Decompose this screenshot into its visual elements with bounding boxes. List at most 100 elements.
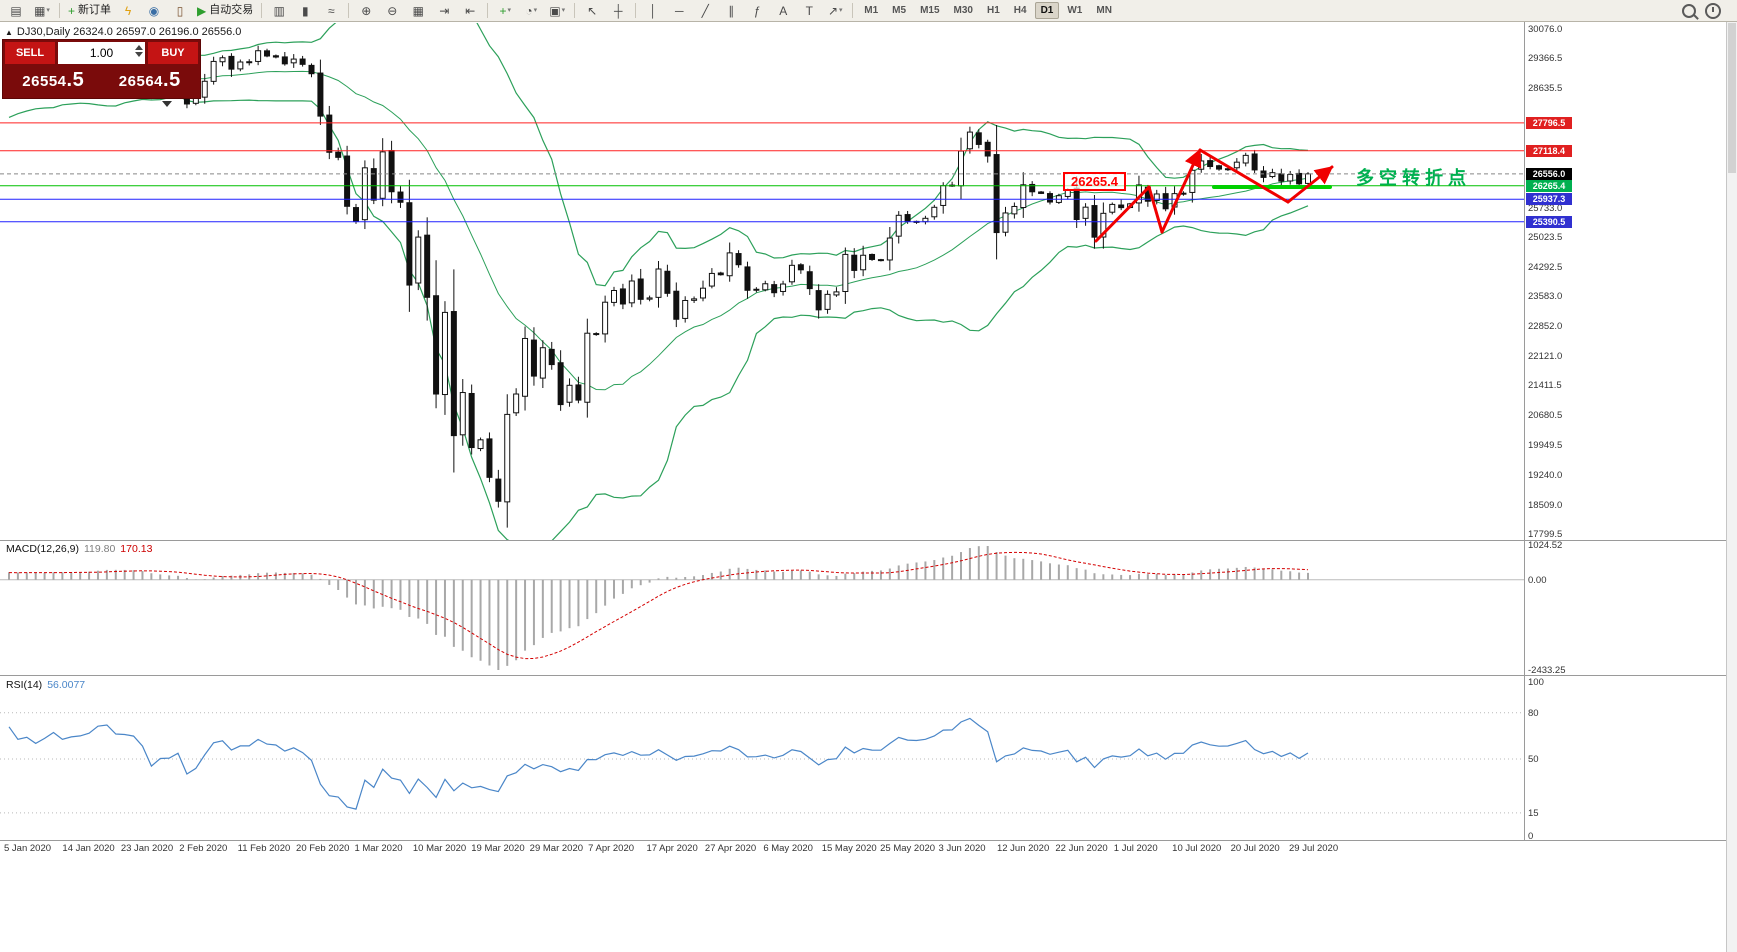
- bar-chart-icon: ▥: [273, 3, 285, 18]
- caret-down-icon: ▾: [561, 7, 566, 14]
- periods-icon: ◔: [525, 3, 533, 18]
- new-chart-icon: ▤: [10, 3, 22, 18]
- auto-trading-icon: ▶: [197, 3, 207, 18]
- zoom-out-icon[interactable]: ⊖: [380, 1, 404, 21]
- chart-shift-icon: ⇤: [465, 3, 476, 18]
- fibonacci-icon[interactable]: ƒ: [745, 1, 769, 21]
- zigzag-arrow: [1160, 148, 1202, 234]
- candlestick-chart-icon[interactable]: ▮: [293, 1, 317, 21]
- timeframe-h1[interactable]: H1: [986, 5, 1000, 16]
- arrows-icon[interactable]: ↗ ▾: [823, 1, 847, 21]
- buy-price: 26564.5: [102, 69, 199, 92]
- rsi-panel-layer: [0, 712, 1524, 814]
- text-icon[interactable]: A: [771, 1, 795, 21]
- panel-collapse-icon[interactable]: [162, 101, 172, 107]
- new-order-button[interactable]: + 新订单: [65, 1, 114, 21]
- buy-price-pip: .5: [163, 68, 181, 91]
- caret-down-icon: ▾: [533, 7, 538, 14]
- volume-input[interactable]: 1.00: [58, 42, 145, 64]
- label-icon[interactable]: T: [797, 1, 821, 21]
- clock-icon[interactable]: [1705, 3, 1721, 19]
- rsi-name: RSI(14): [6, 679, 43, 691]
- horizontal-line-icon[interactable]: ─: [667, 1, 691, 21]
- toolbar-separator: [261, 3, 263, 18]
- indicators-icon[interactable]: + ▾: [493, 1, 517, 21]
- indicators-icon: +: [499, 3, 507, 18]
- scrollbar-thumb[interactable]: [1728, 23, 1736, 173]
- toolbar-separator: [852, 3, 854, 18]
- panel-separators: [0, 22, 1726, 841]
- rsi-value: 56.0077: [47, 679, 86, 691]
- volume-spinner[interactable]: [135, 45, 143, 57]
- collapse-panel-icon[interactable]: ▲: [5, 28, 13, 37]
- line-chart-icon[interactable]: ≈: [319, 1, 343, 21]
- mql-wizard-icon: ϟ: [124, 3, 132, 18]
- sell-button[interactable]: SELL: [5, 42, 55, 64]
- crosshair-icon[interactable]: ┼: [606, 1, 630, 21]
- zigzag-arrow: [1094, 185, 1151, 243]
- bollinger-upper-band: [8, 23, 1309, 287]
- zigzag-arrow: [1147, 185, 1164, 234]
- timeframe-d1[interactable]: D1: [1034, 2, 1060, 19]
- timeframe-m30[interactable]: M30: [953, 5, 973, 16]
- trendline-icon[interactable]: ╱: [693, 1, 717, 21]
- zoom-out-icon: ⊖: [387, 3, 398, 18]
- horizontal-lines-layer: [0, 122, 1524, 223]
- search-icon[interactable]: [1682, 4, 1696, 18]
- sell-price-pip: .5: [66, 68, 85, 91]
- candlestick-chart-icon: ▮: [301, 3, 309, 18]
- market-watch-icon[interactable]: ◉: [142, 1, 166, 21]
- auto-scroll-icon[interactable]: ⇥: [432, 1, 456, 21]
- toolbar-separator: [59, 3, 60, 18]
- trend-arrows-layer: [1094, 148, 1334, 243]
- text-icon: A: [779, 3, 788, 18]
- new-order-button-label: 新订单: [78, 4, 112, 16]
- mql-wizard-icon[interactable]: ϟ: [116, 1, 140, 21]
- timeframe-m5[interactable]: M5: [892, 5, 907, 16]
- caret-down-icon: ▾: [46, 7, 50, 14]
- timeframe-mn[interactable]: MN: [1096, 5, 1112, 16]
- toolbar-right: [1682, 3, 1721, 19]
- bollinger-lower-band: [8, 95, 1309, 540]
- sell-price-main: 26554: [22, 72, 67, 90]
- zoom-in-icon[interactable]: ⊕: [354, 1, 378, 21]
- toolbar-separator: [574, 3, 576, 18]
- macd-value-main: 119.80: [83, 543, 116, 555]
- rsi-line: [8, 717, 1309, 810]
- timeframe-m1[interactable]: M1: [864, 5, 879, 16]
- timeframe-w1[interactable]: W1: [1067, 5, 1083, 16]
- chart-shift-icon[interactable]: ⇤: [458, 1, 482, 21]
- symbol-ohlc-text: DJ30,Daily 26324.0 26597.0 26196.0 26556…: [16, 26, 242, 38]
- periods-icon[interactable]: ◔ ▾: [519, 1, 543, 21]
- templates-icon[interactable]: ▣ ▾: [545, 1, 569, 21]
- arrows-icon: ↗: [827, 3, 839, 18]
- new-chart-icon[interactable]: ▤: [4, 1, 28, 21]
- macd-value-signal: 170.13: [120, 543, 153, 555]
- vertical-scrollbar[interactable]: [1726, 22, 1737, 952]
- profiles-icon[interactable]: ▦ ▾: [30, 1, 54, 21]
- templates-icon: ▣: [549, 3, 561, 18]
- bar-chart-icon[interactable]: ▥: [267, 1, 291, 21]
- price-annotation[interactable]: 26265.4: [1063, 172, 1126, 191]
- buy-button[interactable]: BUY: [148, 42, 198, 64]
- tile-windows-icon[interactable]: ▦: [406, 1, 430, 21]
- bollinger-middle-band: [8, 70, 1309, 391]
- profiles-icon: ▦: [34, 3, 46, 18]
- vertical-line-icon[interactable]: │: [641, 1, 665, 21]
- auto-scroll-icon: ⇥: [439, 3, 450, 18]
- toolbar-separator: [635, 3, 637, 18]
- timeframe-h4[interactable]: H4: [1013, 5, 1027, 16]
- auto-trading-button[interactable]: ▶ 自动交易: [194, 1, 256, 21]
- toolbar: ▤ ▦ ▾ + 新订单 ϟ ◉ ▯ ▶ 自动交易 ▥ ▮ ≈ ⊕ ⊖ ▦ ⇥ ⇤ + ▾ ◔ ▾ ▣ ▾ ↖ ┼ │ ─ ╱ ∥ ƒ A T ↗ ▾…: [0, 0, 1737, 22]
- cursor-icon[interactable]: ↖: [580, 1, 604, 21]
- data-window-icon[interactable]: ▯: [168, 1, 192, 21]
- auto-trading-button-label: 自动交易: [209, 4, 254, 16]
- market-watch-icon: ◉: [148, 3, 160, 18]
- timeframe-m15[interactable]: M15: [920, 5, 940, 16]
- turning-point-note[interactable]: 多空转折点: [1356, 168, 1471, 188]
- macd-signal-line: [8, 551, 1309, 660]
- channel-icon[interactable]: ∥: [719, 1, 743, 21]
- caret-down-icon: ▾: [839, 7, 843, 14]
